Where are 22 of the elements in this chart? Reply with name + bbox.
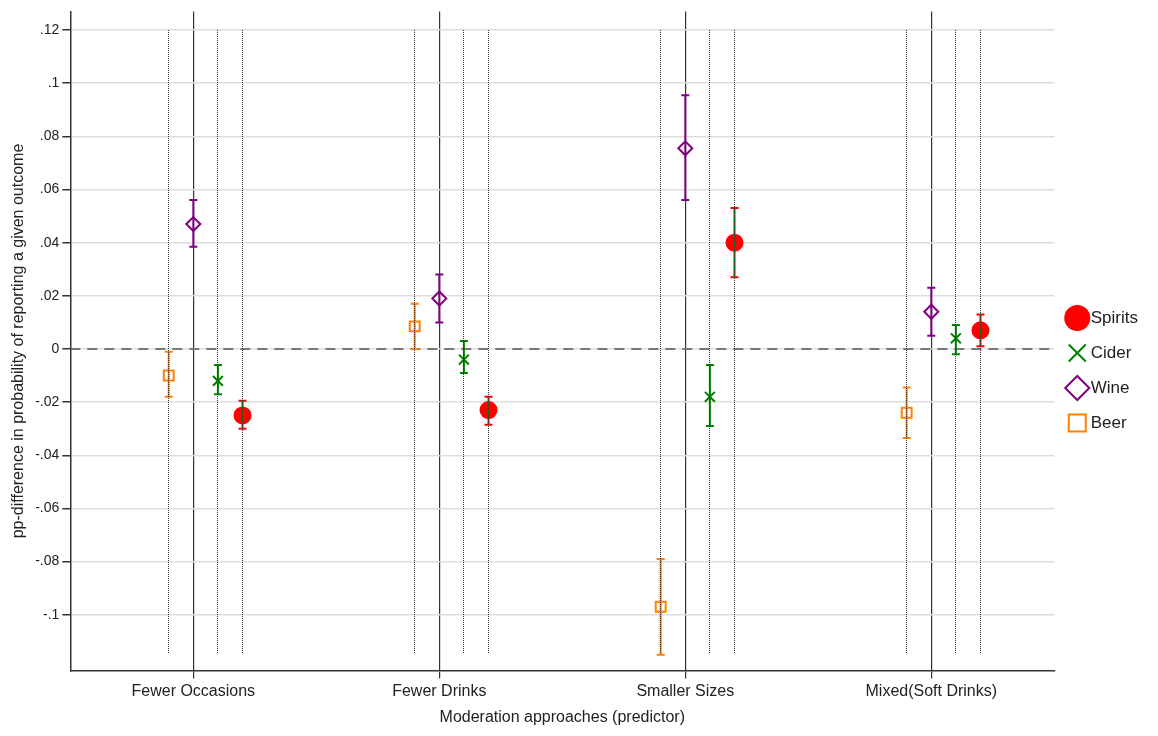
- y-tick-label: .1: [47, 74, 60, 91]
- y-tick-label: -.02: [35, 392, 60, 409]
- y-tick-label: .12: [39, 20, 60, 37]
- y-tick-label: -.06: [35, 499, 60, 516]
- y-tick-label: -.1: [42, 605, 60, 622]
- y-tick-label: 0: [51, 339, 60, 356]
- x-tick-label: Fewer Drinks: [392, 681, 487, 699]
- x-tick-label: Mixed(Soft Drinks): [865, 681, 998, 699]
- y-tick-label: -.08: [35, 552, 60, 569]
- y-tick-label: .02: [39, 286, 60, 303]
- y-tick-label: .08: [39, 127, 60, 144]
- y-tick-label: -.04: [35, 446, 60, 463]
- y-axis-title: pp-difference in probability of reporting a given outcome: [9, 143, 27, 539]
- legend-label: Cider: [1090, 342, 1132, 362]
- legend-label: Wine: [1090, 377, 1130, 397]
- x-axis-title: Moderation approaches (predictor): [439, 707, 686, 725]
- legend-label: Beer: [1090, 412, 1128, 432]
- y-tick-label: .04: [39, 233, 60, 250]
- legend-label: Spirits: [1090, 307, 1138, 327]
- y-tick-label: .06: [39, 180, 60, 197]
- x-tick-label: Smaller Sizes: [636, 681, 735, 699]
- x-tick-label: Fewer Occasions: [131, 681, 256, 699]
